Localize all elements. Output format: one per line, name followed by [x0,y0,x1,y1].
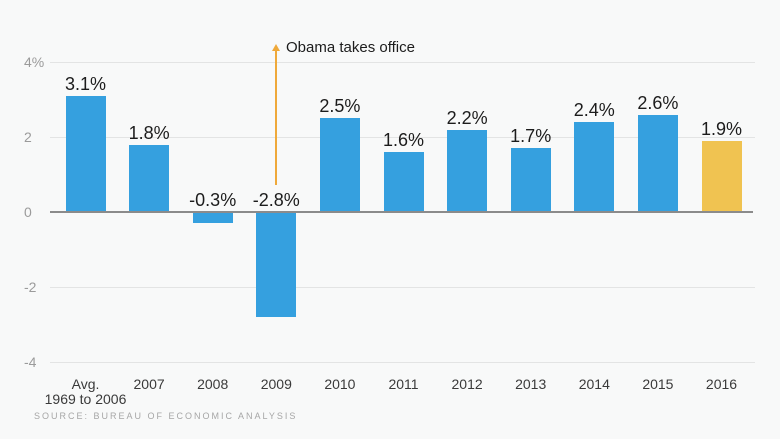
y-tick-label: 2 [24,129,32,145]
bar [319,118,360,211]
x-tick-label: Avg. 1969 to 2006 [44,376,127,407]
bar-value-label: 2.2% [446,107,488,128]
bar [701,140,742,211]
x-tick-label: 2015 [642,376,674,392]
zero-axis-line [50,211,753,213]
bar-value-label: 3.1% [64,73,107,94]
bar [447,129,488,211]
gridline [50,287,755,288]
bar [510,148,551,211]
annotation-arrow-icon [272,44,281,51]
x-tick-label: 2007 [133,376,165,392]
x-tick-label: 2012 [451,376,483,392]
source-note: SOURCE: BUREAU OF ECONOMIC ANALYSIS [34,411,298,421]
x-tick-label: 2011 [388,376,419,392]
bar-value-label: -0.3% [189,190,237,210]
x-tick-label: 2010 [324,376,356,392]
bar [383,152,424,211]
bar [65,95,106,211]
gridline [50,62,755,63]
bar-value-label: 2.6% [637,92,679,113]
y-tick-label: -2 [24,279,37,295]
bar-value-label: 2.4% [573,100,615,120]
bar [574,122,615,211]
x-tick-label: 2016 [705,376,738,392]
bar-value-label: 1.7% [510,126,552,147]
bar-value-label: 1.8% [128,122,170,143]
bar-value-label: 1.9% [700,118,743,139]
bar [256,213,297,317]
y-tick-label: 0 [24,204,32,220]
y-tick-label: -4 [24,354,37,370]
annotation-label: Obama takes office [286,39,415,56]
bar-value-label: -2.8% [252,190,300,210]
gridline [50,362,755,363]
x-tick-label: 2013 [515,376,547,392]
bar-value-label: 1.6% [382,130,425,150]
gridline [50,137,755,138]
x-tick-label: 2014 [578,376,610,392]
annotation-line [275,50,278,185]
x-tick-label: 2009 [260,376,292,392]
bar [129,144,170,211]
y-tick-label: 4% [24,54,45,70]
bar-value-label: 2.5% [319,96,361,117]
bar [192,213,233,224]
bar [637,114,678,211]
x-tick-label: 2008 [197,376,229,392]
